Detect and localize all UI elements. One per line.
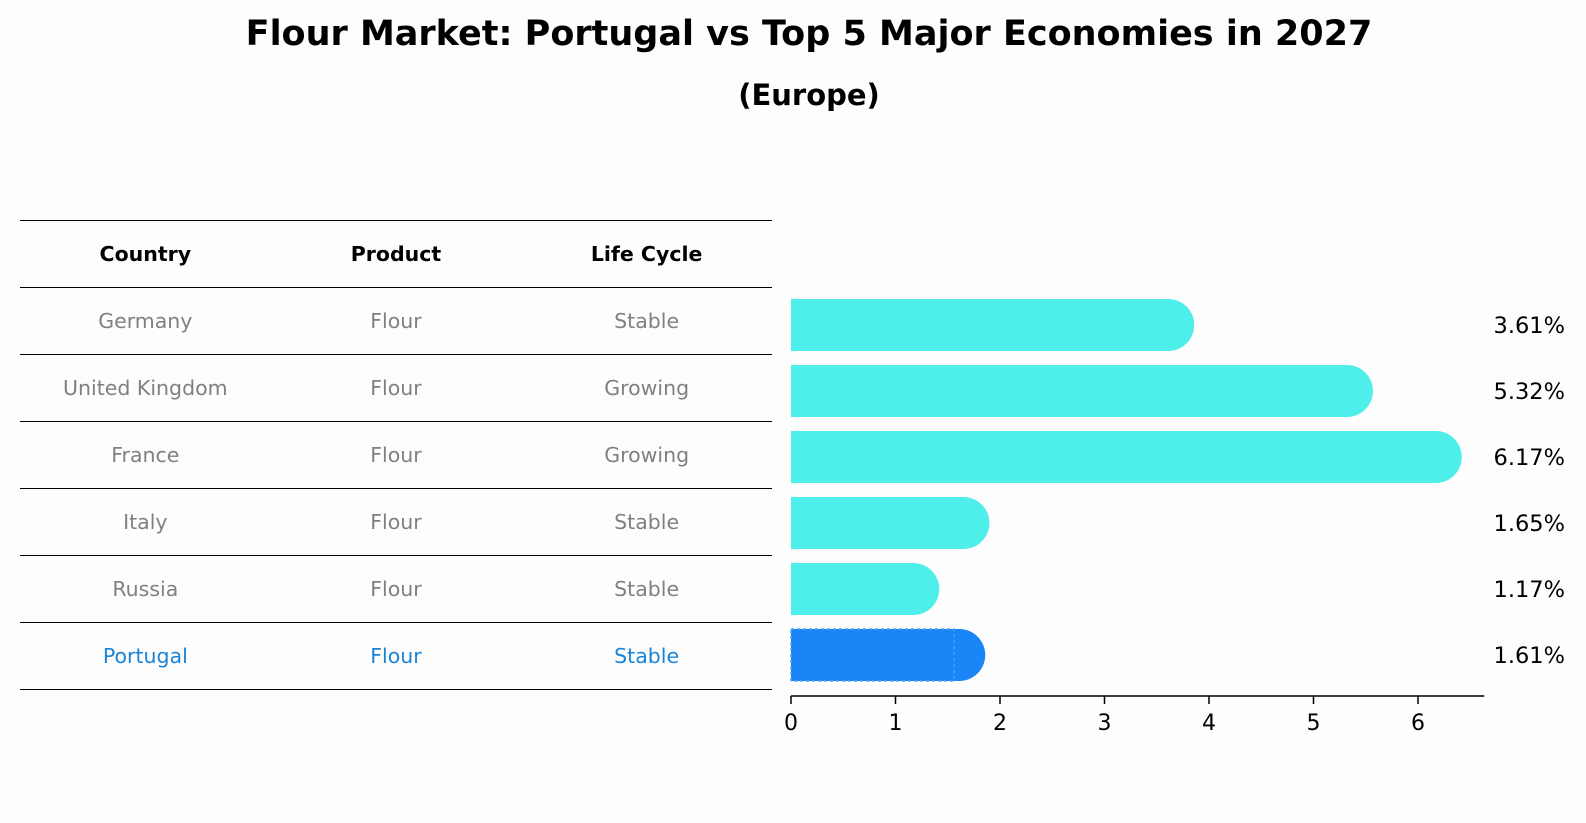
- table-row: Italy Flour Stable: [20, 488, 772, 555]
- table-row: United Kingdom Flour Growing: [20, 354, 772, 421]
- cell-country: Russia: [112, 577, 179, 601]
- bar-united-kingdom: [791, 365, 1373, 417]
- x-tick-label: 1: [889, 711, 903, 736]
- x-tick-label: 2: [993, 711, 1007, 736]
- cell-product: Flour: [370, 376, 422, 400]
- bar-germany: [791, 299, 1195, 351]
- value-label: 5.32%: [1494, 379, 1565, 405]
- cell-country: Portugal: [102, 644, 188, 668]
- bar-italy: [791, 497, 990, 549]
- bar-highlight-outline: [790, 628, 955, 682]
- cell-life-cycle: Stable: [614, 577, 680, 601]
- cell-life-cycle: Growing: [604, 376, 690, 400]
- cell-product: Flour: [370, 644, 422, 668]
- table-row: Russia Flour Stable: [20, 555, 772, 622]
- value-label: 3.61%: [1494, 313, 1565, 339]
- cell-country: United Kingdom: [63, 376, 228, 400]
- cell-life-cycle: Stable: [614, 510, 680, 534]
- cell-product: Flour: [370, 443, 422, 467]
- header-product: Product: [350, 242, 442, 266]
- x-tick-label: 4: [1202, 711, 1216, 736]
- value-label: 1.17%: [1494, 577, 1565, 603]
- table-header-row: Country Product Life Cycle: [20, 220, 772, 287]
- value-label: 1.65%: [1494, 511, 1565, 537]
- cell-product: Flour: [370, 309, 422, 333]
- table-row: Germany Flour Stable: [20, 287, 772, 354]
- cell-life-cycle: Stable: [614, 644, 680, 668]
- x-tick-label: 0: [784, 711, 798, 736]
- x-tick-label: 6: [1411, 711, 1425, 736]
- cell-product: Flour: [370, 510, 422, 534]
- table-row-highlight: Portugal Flour Stable: [20, 622, 772, 690]
- table-row: France Flour Growing: [20, 421, 772, 488]
- cell-life-cycle: Growing: [604, 443, 690, 467]
- cell-country: Italy: [123, 510, 168, 534]
- bar-france: [791, 431, 1462, 483]
- header-country: Country: [99, 242, 192, 266]
- country-table: Country Product Life Cycle Germany Flour…: [20, 220, 772, 690]
- header-life-cycle: Life Cycle: [590, 242, 703, 266]
- cell-country: Germany: [98, 309, 193, 333]
- x-tick-label: 3: [1098, 711, 1112, 736]
- value-label: 1.61%: [1494, 643, 1565, 669]
- bar-portugal: [791, 629, 986, 681]
- bar-russia: [791, 563, 940, 615]
- chart-subtitle: (Europe): [738, 78, 880, 112]
- chart-title: Flour Market: Portugal vs Top 5 Major Ec…: [245, 14, 1373, 54]
- cell-country: France: [111, 443, 180, 467]
- x-tick-label: 5: [1307, 711, 1321, 736]
- cell-product: Flour: [370, 577, 422, 601]
- cell-life-cycle: Stable: [614, 309, 680, 333]
- value-label: 6.17%: [1494, 445, 1565, 471]
